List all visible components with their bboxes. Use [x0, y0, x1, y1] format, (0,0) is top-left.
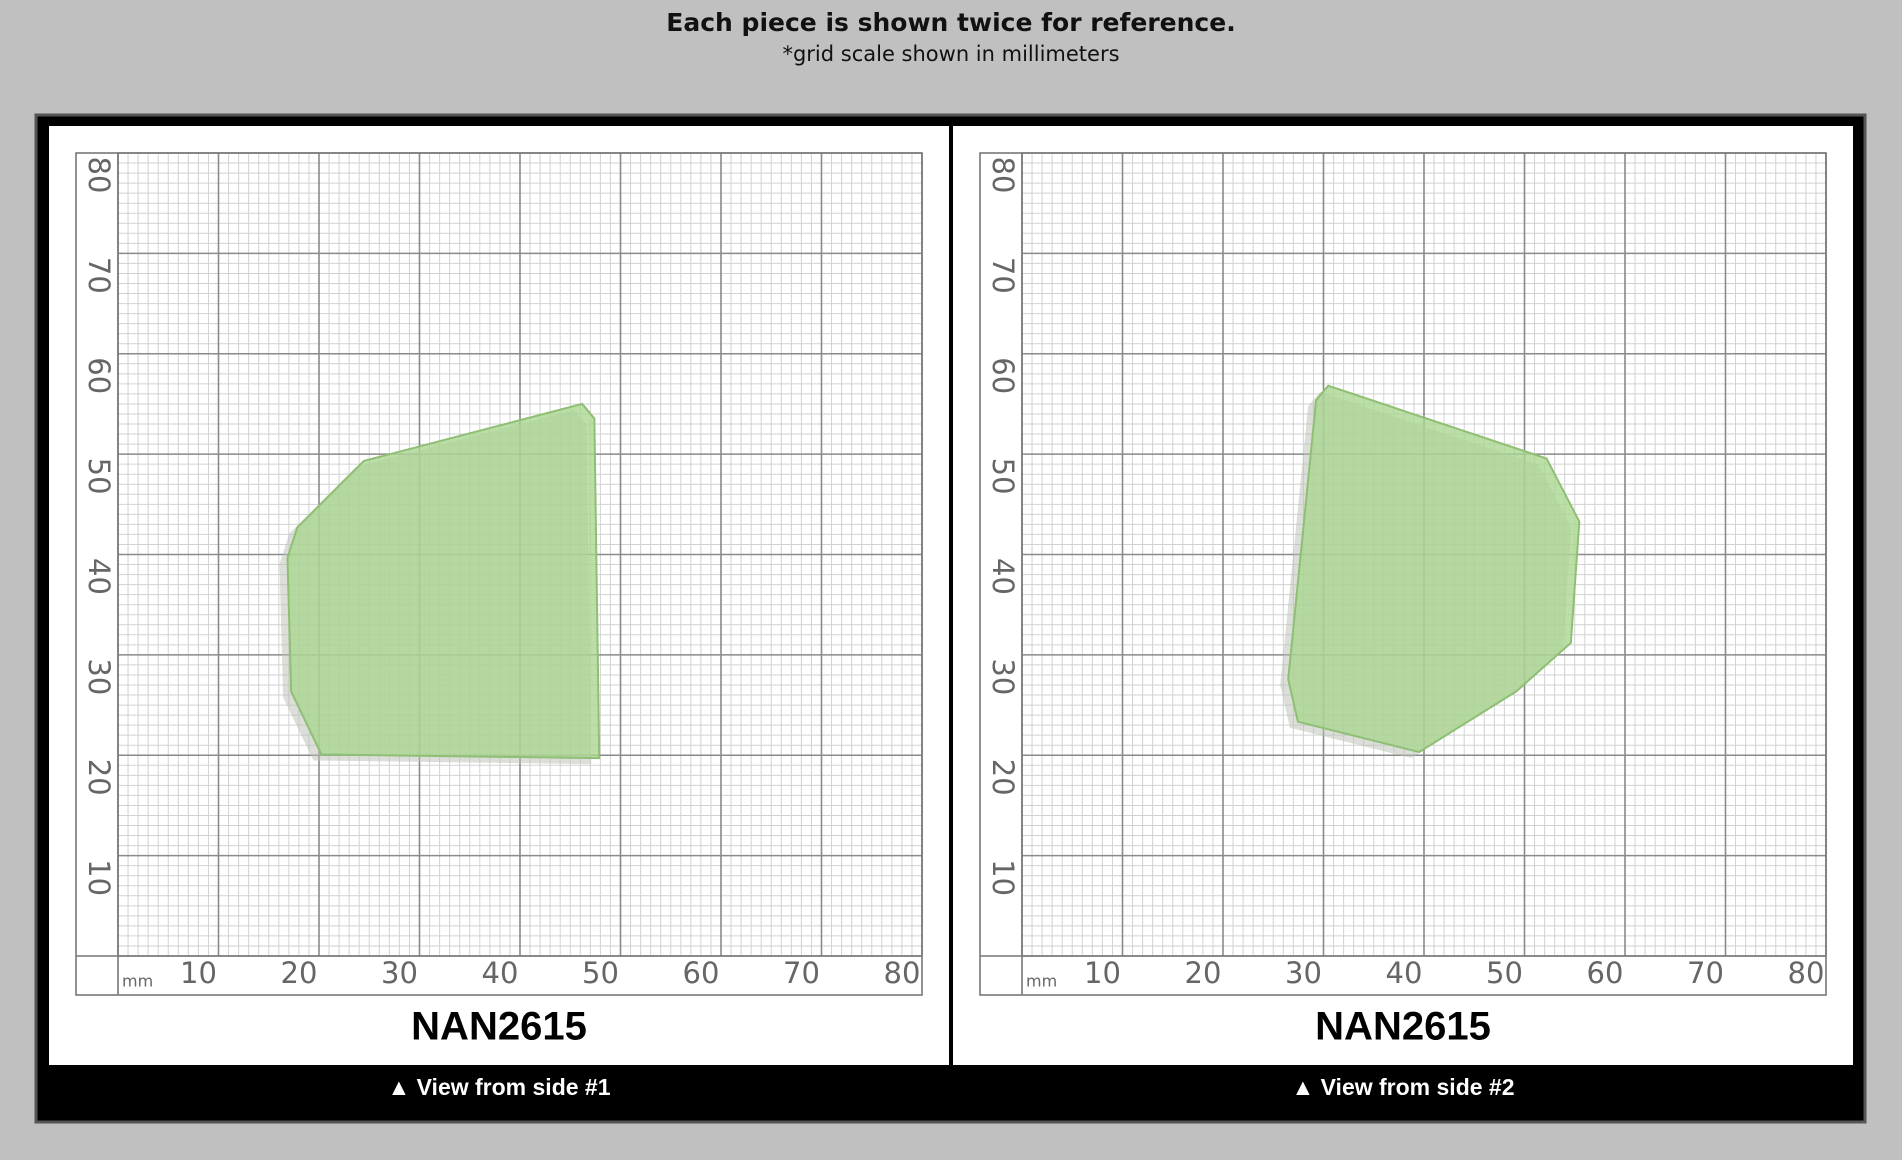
y-scale-label: 40: [82, 558, 116, 595]
stone: [286, 402, 601, 760]
x-scale-label: 80: [884, 956, 921, 990]
y-scale-label: 50: [82, 458, 116, 495]
y-scale-label: 10: [986, 859, 1020, 896]
y-scale-label: 60: [82, 357, 116, 394]
x-scale-label: 30: [1285, 956, 1322, 990]
y-scale-label: 20: [82, 759, 116, 796]
grid-border: [979, 152, 1827, 996]
title: Each piece is shown twice for reference.: [666, 8, 1235, 37]
caption-band: [953, 1065, 1853, 1113]
x-scale-label: 10: [1084, 956, 1121, 990]
stone: [1287, 384, 1581, 754]
x-scale-label: 50: [582, 956, 619, 990]
y-scale-label: 40: [986, 558, 1020, 595]
piece-code: NAN2615: [411, 1005, 587, 1049]
y-scale-label: 80: [986, 157, 1020, 194]
view-caption: ▲ View from side #1: [387, 1074, 610, 1100]
x-scale-label: 80: [1788, 956, 1825, 990]
y-scale-label: 50: [986, 458, 1020, 495]
subtitle: *grid scale shown in millimeters: [782, 42, 1119, 66]
panel: mm 10 20 30 40 50 60 70 80 10 20 30 40 50 60 70 80 NAN261…: [953, 126, 1853, 1113]
y-scale-label: 80: [82, 157, 116, 194]
x-scale-label: 50: [1486, 956, 1523, 990]
x-scale-label: 70: [1687, 956, 1724, 990]
x-scale-label: 40: [482, 956, 519, 990]
x-scale-label: 20: [1185, 956, 1222, 990]
x-scale-label: 30: [381, 956, 418, 990]
grid-border: [75, 152, 923, 996]
x-scale-label: 10: [180, 956, 217, 990]
unit-label: mm: [122, 972, 153, 991]
y-scale-label: 10: [82, 859, 116, 896]
y-scale-label: 70: [82, 257, 116, 294]
y-scale-label: 20: [986, 759, 1020, 796]
piece-code: NAN2615: [1315, 1005, 1491, 1049]
x-scale-label: 20: [281, 956, 318, 990]
x-scale-label: 40: [1386, 956, 1423, 990]
x-scale-label: 70: [783, 956, 820, 990]
x-scale-label: 60: [1587, 956, 1624, 990]
panels: mm 10 20 30 40 50 60 70 80 10 20 30 40 50 60 70 80 NAN261…: [49, 126, 1853, 1113]
y-scale-label: 30: [986, 658, 1020, 695]
caption-band: [49, 1065, 949, 1113]
unit-label: mm: [1026, 972, 1057, 991]
y-scale-label: 30: [82, 658, 116, 695]
y-scale-label: 60: [986, 357, 1020, 394]
view-caption: ▲ View from side #2: [1291, 1074, 1514, 1100]
y-scale-label: 70: [986, 257, 1020, 294]
panel: mm 10 20 30 40 50 60 70 80 10 20 30 40 50 60 70 80 NAN261…: [49, 126, 949, 1113]
x-scale-label: 60: [683, 956, 720, 990]
